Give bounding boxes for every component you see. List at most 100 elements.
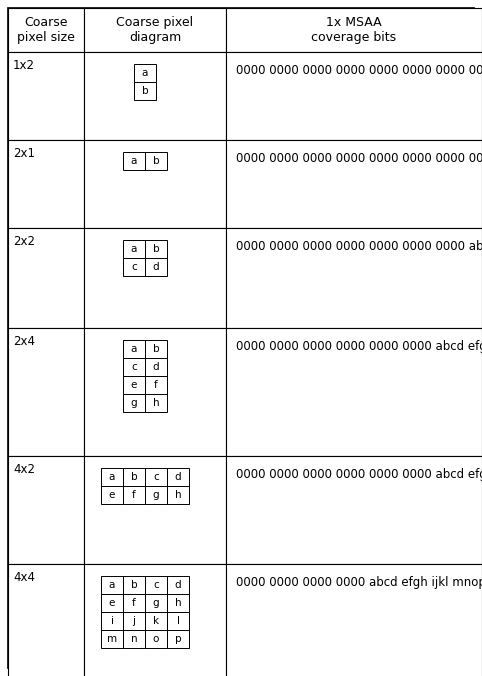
Bar	[167, 630, 189, 648]
Bar	[123, 340, 145, 358]
Text: g: g	[153, 598, 160, 608]
Bar	[8, 328, 84, 456]
Bar	[8, 52, 84, 140]
Text: d: d	[153, 362, 160, 372]
Text: j: j	[133, 616, 135, 626]
Text: b: b	[153, 156, 160, 166]
Text: b: b	[131, 472, 137, 482]
Text: d: d	[174, 472, 181, 482]
Bar	[84, 564, 226, 676]
Text: e: e	[131, 380, 137, 390]
Text: 0000 0000 0000 0000 0000 0000 0000 00ab: 0000 0000 0000 0000 0000 0000 0000 00ab	[236, 64, 482, 77]
Text: f: f	[132, 490, 136, 500]
Text: d: d	[174, 580, 181, 590]
Bar	[84, 228, 226, 328]
Bar	[123, 594, 145, 612]
Text: a: a	[142, 68, 148, 78]
Bar	[84, 8, 226, 52]
Bar	[123, 394, 145, 412]
Bar	[8, 564, 84, 676]
Text: f: f	[154, 380, 158, 390]
Text: o: o	[153, 634, 159, 644]
Text: e: e	[109, 490, 115, 500]
Text: c: c	[131, 362, 137, 372]
Bar	[134, 82, 156, 100]
Text: b: b	[153, 244, 160, 254]
Bar	[123, 258, 145, 276]
Bar	[145, 152, 167, 170]
Bar	[145, 394, 167, 412]
Bar	[84, 52, 226, 140]
Bar	[123, 376, 145, 394]
Text: 0000 0000 0000 0000 0000 0000 abcd efgh: 0000 0000 0000 0000 0000 0000 abcd efgh	[236, 468, 482, 481]
Bar	[123, 630, 145, 648]
Text: h: h	[174, 598, 181, 608]
Text: 0000 0000 0000 0000 0000 0000 0000 00ab: 0000 0000 0000 0000 0000 0000 0000 00ab	[236, 152, 482, 165]
Bar	[84, 140, 226, 228]
Bar	[101, 486, 123, 504]
Bar	[101, 630, 123, 648]
Text: p: p	[174, 634, 181, 644]
Text: c: c	[153, 472, 159, 482]
Bar	[167, 486, 189, 504]
Bar	[123, 612, 145, 630]
Bar	[145, 630, 167, 648]
Bar	[145, 612, 167, 630]
Bar	[226, 140, 482, 228]
Bar	[101, 612, 123, 630]
Bar	[145, 340, 167, 358]
Bar	[123, 468, 145, 486]
Text: c: c	[153, 580, 159, 590]
Bar	[226, 564, 482, 676]
Text: n: n	[131, 634, 137, 644]
Text: a: a	[109, 472, 115, 482]
Bar	[123, 486, 145, 504]
Bar	[167, 576, 189, 594]
Text: 2x4: 2x4	[13, 335, 35, 348]
Bar	[123, 358, 145, 376]
Bar	[134, 64, 156, 82]
Bar	[145, 258, 167, 276]
Bar	[123, 240, 145, 258]
Text: e: e	[109, 598, 115, 608]
Text: i: i	[110, 616, 113, 626]
Bar	[226, 456, 482, 564]
Text: 2x2: 2x2	[13, 235, 35, 248]
Bar	[8, 8, 84, 52]
Text: a: a	[131, 244, 137, 254]
Bar	[145, 468, 167, 486]
Bar	[145, 358, 167, 376]
Bar	[145, 594, 167, 612]
Text: h: h	[174, 490, 181, 500]
Bar	[145, 486, 167, 504]
Bar	[101, 468, 123, 486]
Text: 0000 0000 0000 0000 0000 0000 abcd efgh: 0000 0000 0000 0000 0000 0000 abcd efgh	[236, 340, 482, 353]
Text: h: h	[153, 398, 160, 408]
Text: g: g	[153, 490, 160, 500]
Text: g: g	[131, 398, 137, 408]
Text: a: a	[109, 580, 115, 590]
Bar	[123, 152, 145, 170]
Bar	[145, 576, 167, 594]
Text: 0000 0000 0000 0000 0000 0000 0000 abcd: 0000 0000 0000 0000 0000 0000 0000 abcd	[236, 240, 482, 253]
Bar	[8, 228, 84, 328]
Bar	[123, 576, 145, 594]
Bar	[226, 228, 482, 328]
Bar	[226, 52, 482, 140]
Text: 4x2: 4x2	[13, 463, 35, 476]
Text: a: a	[131, 156, 137, 166]
Bar	[8, 456, 84, 564]
Text: 0000 0000 0000 0000 abcd efgh ijkl mnop: 0000 0000 0000 0000 abcd efgh ijkl mnop	[236, 576, 482, 589]
Bar	[84, 328, 226, 456]
Text: 1x MSAA
coverage bits: 1x MSAA coverage bits	[311, 16, 397, 44]
Text: Coarse pixel
diagram: Coarse pixel diagram	[117, 16, 194, 44]
Text: 4x4: 4x4	[13, 571, 35, 584]
Bar	[84, 456, 226, 564]
Bar	[145, 240, 167, 258]
Bar	[8, 140, 84, 228]
Text: 1x2: 1x2	[13, 59, 35, 72]
Text: a: a	[131, 344, 137, 354]
Bar	[145, 376, 167, 394]
Text: 2x1: 2x1	[13, 147, 35, 160]
Text: b: b	[142, 86, 148, 96]
